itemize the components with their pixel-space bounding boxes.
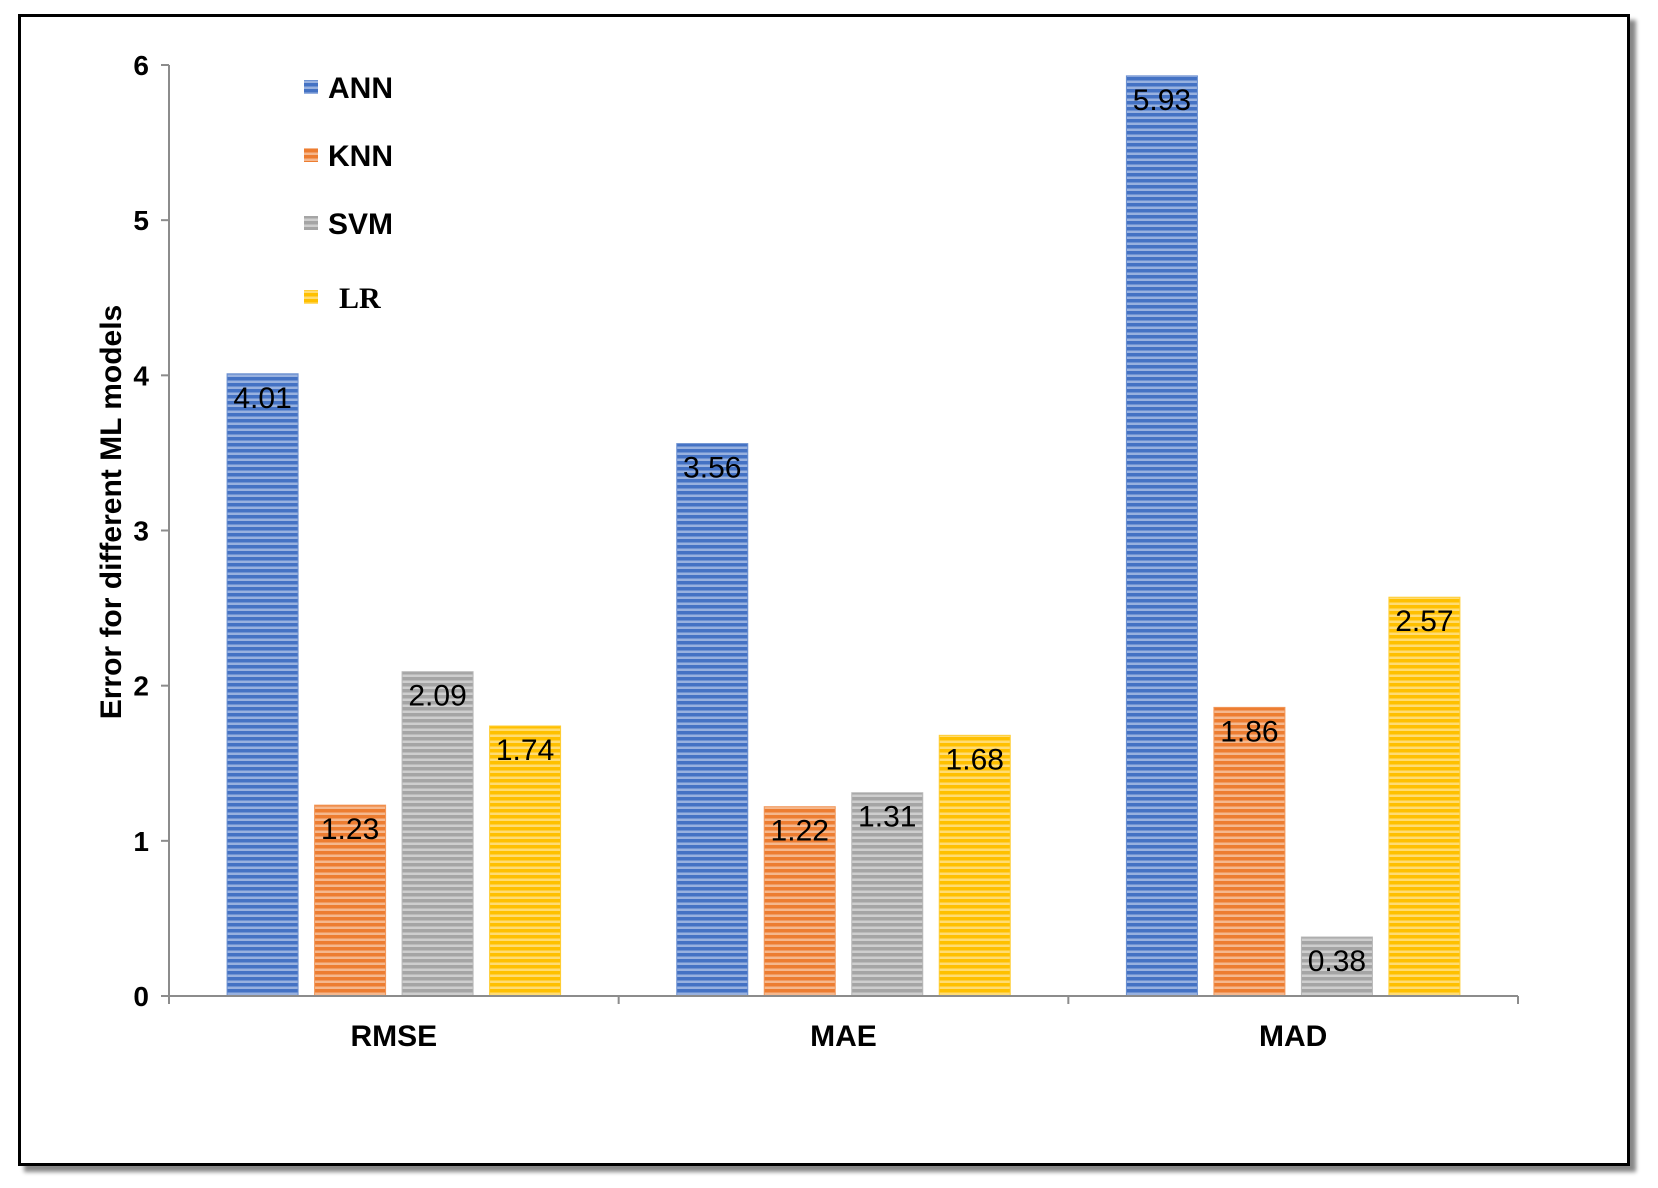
bar-ann-mae [676,443,749,997]
x-tick-label-rmse: RMSE [350,1020,437,1053]
legend-label-lr: LR [339,282,381,315]
bar-lr-mae [938,734,1011,997]
legend-swatch-svm [304,216,318,230]
axes-group: RMSE MAE MAD 0 1 2 3 4 5 6 [133,50,1519,1053]
bar-ann-mad [1125,75,1198,997]
y-tick-label-1: 1 [133,826,149,857]
legend: ANN KNN SVM LR [304,72,393,315]
y-tick-label-5: 5 [133,205,149,236]
data-label-lr-mae: 1.68 [946,743,1004,776]
data-label-ann-mad: 5.93 [1133,84,1191,117]
y-tick-label-3: 3 [133,516,149,547]
data-label-svm-mad: 0.38 [1308,945,1366,978]
data-label-knn-mae: 1.22 [771,815,829,848]
data-label-lr-mad: 2.57 [1395,605,1453,638]
data-label-ann-mae: 3.56 [683,452,741,485]
y-axis-label: Error for different ML models [95,305,128,720]
data-label-svm-rmse: 2.09 [408,680,466,713]
legend-label-ann: ANN [328,72,393,105]
bar-knn-rmse [314,804,387,997]
bar-chart: Error for different ML models 4.01 1.23 2.… [95,50,1519,1053]
bar-svm-mad [1300,936,1373,997]
bar-knn-mae [763,806,836,997]
legend-swatch-knn [304,148,318,162]
x-tick-label-mae: MAE [810,1020,877,1053]
y-tick-label-4: 4 [133,360,149,391]
bar-lr-mad [1388,596,1461,997]
bars-group: 4.01 1.23 2.09 1.74 3.56 1.22 1.31 1.68 5.93 1.86… [226,75,1461,997]
legend-swatch-lr [304,290,318,304]
bar-svm-mae [851,792,924,997]
bar-knn-mad [1213,706,1286,997]
y-tick-label-6: 6 [133,50,149,81]
data-label-ann-rmse: 4.01 [233,382,291,415]
bar-ann-rmse [226,373,299,997]
bar-lr-rmse [489,725,562,997]
legend-swatch-ann [304,80,318,94]
chart-frame: Error for different ML models 4.01 1.23 2.… [18,14,1630,1166]
data-label-knn-rmse: 1.23 [321,813,379,846]
y-tick-label-0: 0 [133,981,149,1012]
data-label-lr-rmse: 1.74 [496,734,554,767]
x-tick-label-mad: MAD [1259,1020,1327,1053]
bar-svm-rmse [401,671,474,997]
data-label-knn-mad: 1.86 [1220,715,1278,748]
legend-label-knn: KNN [328,140,393,173]
y-tick-label-2: 2 [133,671,149,702]
data-label-svm-mae: 1.31 [858,801,916,834]
legend-label-svm: SVM [328,208,393,241]
